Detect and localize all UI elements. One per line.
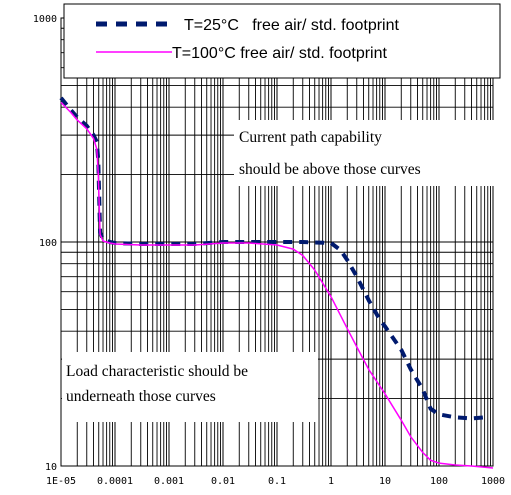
x-tick-label: 10 bbox=[379, 476, 391, 487]
series-layer bbox=[59, 96, 494, 469]
x-tick-label: 0.001 bbox=[154, 476, 184, 487]
x-tick-label: 0.1 bbox=[268, 476, 286, 487]
y-tick-label: 10 bbox=[45, 462, 57, 473]
y-tick-label: 100 bbox=[39, 238, 57, 249]
series-line-25c bbox=[59, 96, 485, 421]
annotation-current-path-box bbox=[234, 120, 498, 186]
x-tick-label: 1000 bbox=[481, 476, 505, 487]
annotation-load-char-line2: underneath those curves bbox=[66, 388, 216, 405]
annotation-load-char-box bbox=[62, 352, 318, 422]
legend-label-100c: T=100°C free air/ std. footprint bbox=[172, 45, 388, 62]
tick-labels: 1E-05 0.0001 0.001 0.01 0.1 1 10 100 1000 10 100 10… bbox=[33, 14, 505, 487]
x-tick-label: 0.0001 bbox=[97, 476, 133, 487]
annotation-current-path-line2: should be above those curves bbox=[239, 161, 421, 178]
x-tick-label: 100 bbox=[430, 476, 448, 487]
annotation-current-path-line1: Current path capability bbox=[239, 129, 382, 146]
x-tick-label: 0.01 bbox=[211, 476, 235, 487]
y-tick-label: 1000 bbox=[33, 14, 57, 25]
legend: T=25°C free air/ std. footprint T=100°C … bbox=[63, 3, 501, 79]
legend-label-25c: T=25°C free air/ std. footprint bbox=[184, 17, 399, 34]
annotation-load-char: Load characteristic should be underneath… bbox=[62, 352, 318, 422]
annotation-load-char-line1: Load characteristic should be bbox=[66, 363, 248, 380]
legend-box bbox=[63, 3, 501, 79]
x-tick-label: 1E-05 bbox=[46, 476, 76, 487]
series-line-100c bbox=[60, 101, 494, 469]
x-tick-label: 1 bbox=[328, 476, 334, 487]
annotation-current-path: Current path capability should be above … bbox=[234, 120, 498, 186]
